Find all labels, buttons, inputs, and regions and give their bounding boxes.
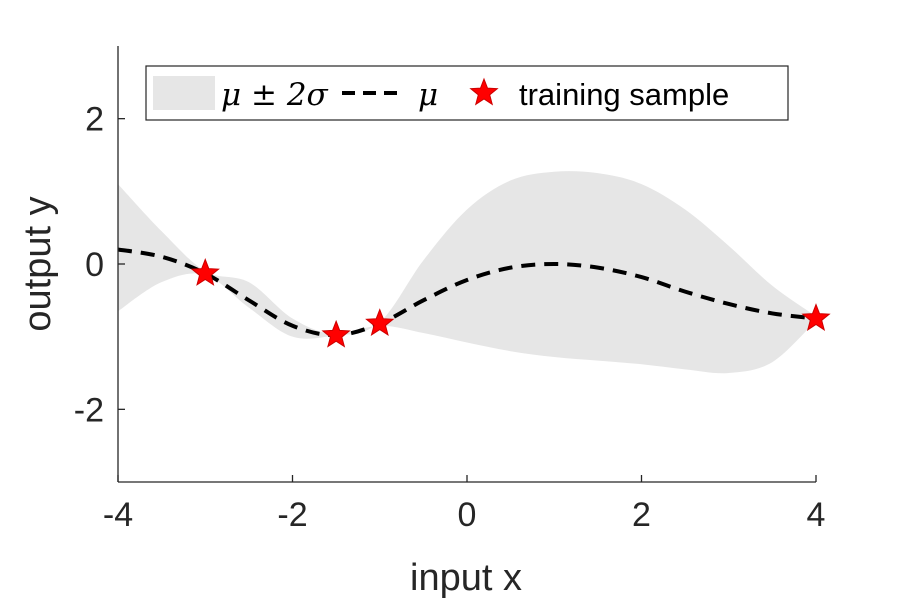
y-tick-label: 0 (85, 246, 104, 284)
y-axis-label: output y (17, 196, 59, 331)
x-tick-label: 0 (458, 496, 477, 534)
training-sample-point (321, 319, 351, 348)
confidence-band (118, 171, 816, 374)
y-tick-label: 2 (85, 101, 104, 139)
x-tick-label: 2 (632, 496, 651, 534)
legend-band-swatch (153, 76, 215, 110)
legend-box (145, 65, 789, 121)
mean-line (117, 247, 817, 338)
training-sample-point (365, 308, 395, 337)
legend-star-icon (469, 77, 499, 106)
legend-sample-swatch (469, 77, 499, 106)
x-tick-label: 4 (807, 496, 826, 534)
training-sample-point (190, 258, 220, 286)
legend: μ ± 2σ μ training sample (145, 65, 789, 121)
x-tick-label: -2 (277, 496, 307, 534)
plot-area (117, 171, 831, 374)
legend-sample-label: training sample (519, 77, 729, 112)
y-tick-label: -2 (74, 391, 104, 429)
training-sample-point (801, 303, 831, 331)
legend-mean-label: μ (418, 77, 438, 113)
axes: -4 -2 0 2 4 -2 0 2 (74, 46, 826, 534)
axis-labels: input x output y (17, 196, 522, 599)
legend-band-label: μ ± 2σ (221, 77, 329, 113)
x-tick-label: -4 (103, 496, 133, 534)
x-axis-label: input x (410, 557, 522, 599)
